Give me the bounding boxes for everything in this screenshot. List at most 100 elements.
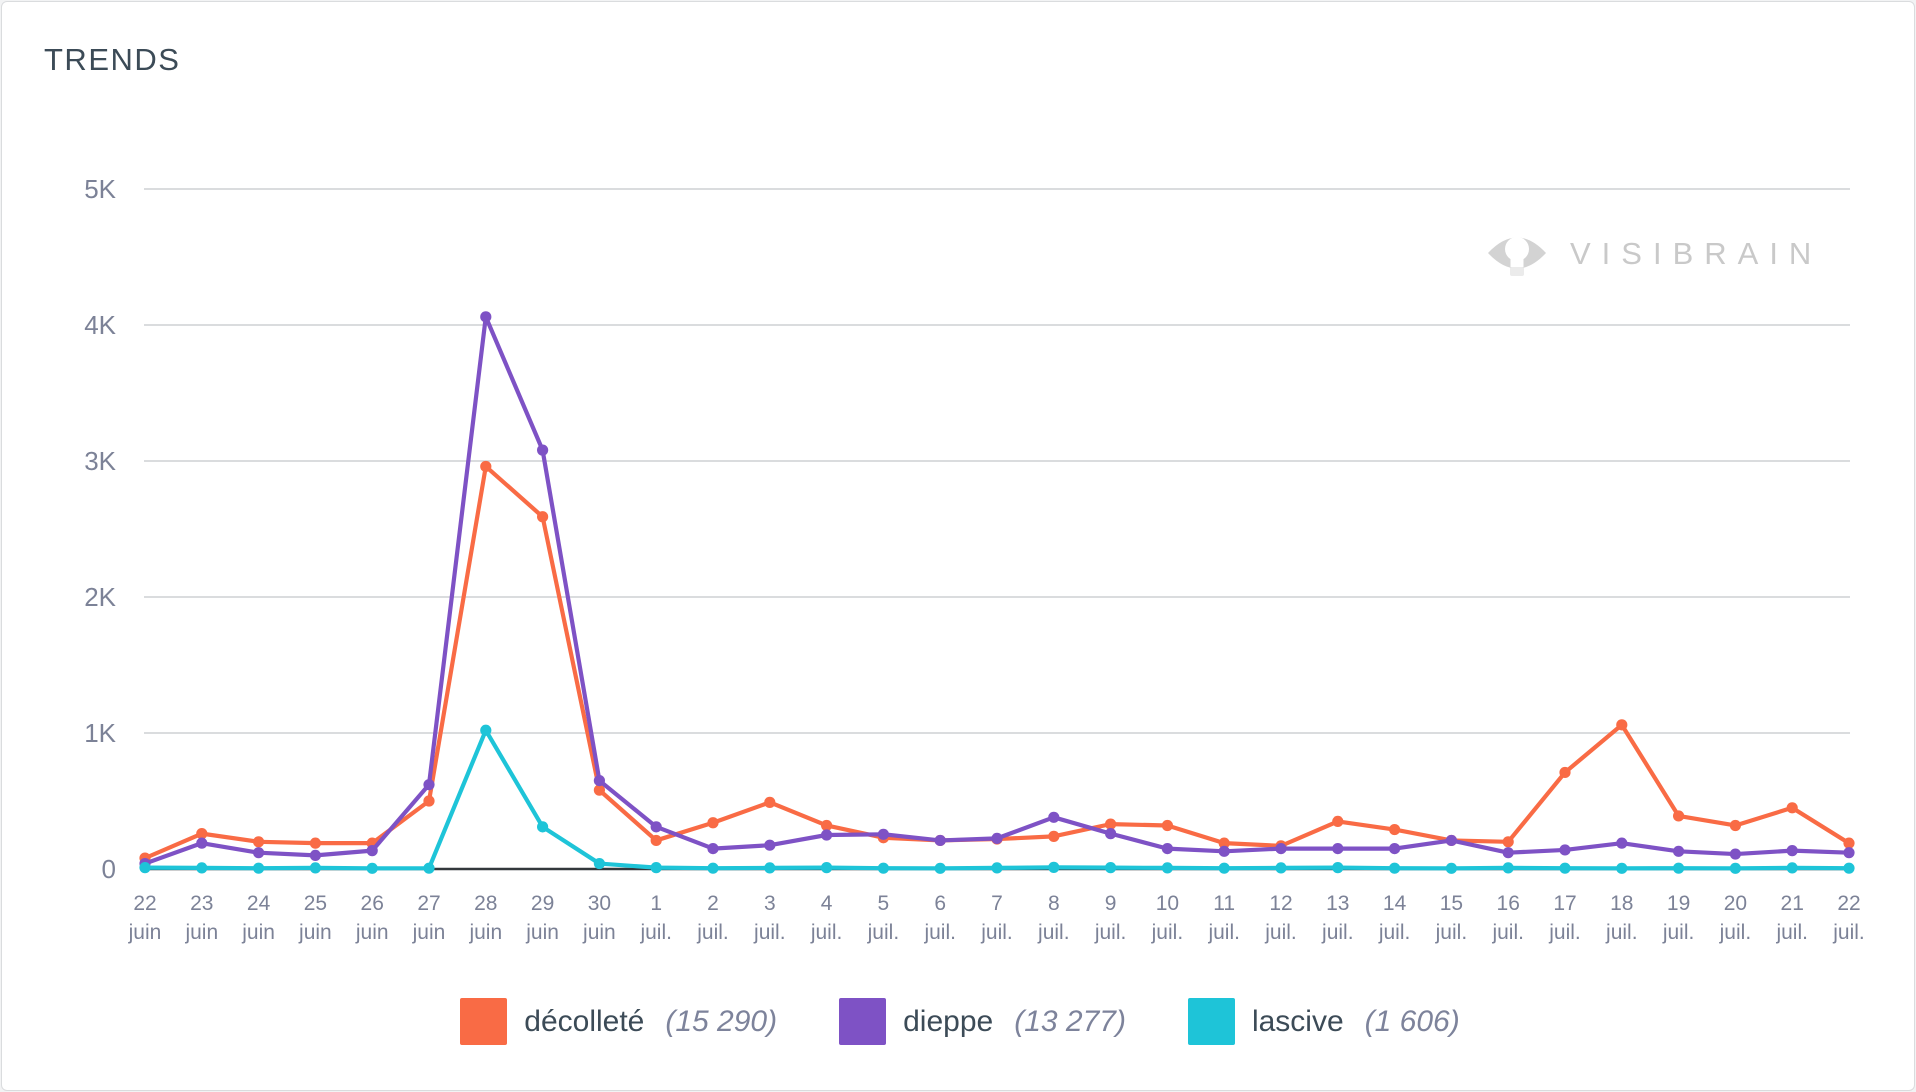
data-point-dieppe bbox=[1843, 847, 1855, 859]
x-tick-day: 9 bbox=[1105, 892, 1117, 915]
x-tick-month: juil. bbox=[1605, 921, 1638, 944]
x-tick-day: 22 bbox=[1837, 892, 1860, 915]
x-tick-month: juin bbox=[582, 921, 616, 944]
x-tick-day: 8 bbox=[1048, 892, 1060, 915]
data-point-décolleté bbox=[1729, 819, 1741, 832]
data-point-dieppe bbox=[253, 847, 265, 859]
data-point-lascive bbox=[707, 862, 719, 874]
data-point-lascive bbox=[1105, 862, 1117, 874]
visibrain-wordmark: VISIBRAIN bbox=[1570, 236, 1823, 271]
x-tick-month: juil. bbox=[810, 921, 843, 944]
legend-count-lascive: (1 606) bbox=[1364, 1004, 1460, 1038]
data-point-dieppe bbox=[1161, 843, 1173, 855]
x-tick-day: 26 bbox=[361, 892, 384, 915]
x-tick-month: juil. bbox=[753, 921, 786, 944]
data-point-lascive bbox=[1332, 862, 1344, 874]
visibrain-eye-icon bbox=[1488, 237, 1546, 276]
data-point-lascive bbox=[821, 862, 833, 874]
data-point-décolleté bbox=[1389, 823, 1401, 836]
data-point-dieppe bbox=[1502, 847, 1514, 859]
data-point-décolleté bbox=[1218, 837, 1230, 849]
x-tick-month: juil. bbox=[1094, 921, 1127, 944]
data-point-décolleté bbox=[480, 460, 492, 473]
data-point-dieppe bbox=[650, 821, 662, 833]
data-point-lascive bbox=[309, 862, 321, 874]
data-point-dieppe bbox=[366, 845, 378, 857]
x-axis-labels: 22juin23juin24juin25juin26juin27juin28ju… bbox=[128, 892, 1865, 944]
legend-swatch-dieppe bbox=[839, 998, 887, 1045]
data-point-lascive bbox=[877, 862, 890, 874]
data-point-décolleté bbox=[1502, 836, 1514, 848]
data-point-dieppe bbox=[934, 834, 946, 847]
data-point-lascive bbox=[480, 724, 492, 736]
legend-swatch-decollete bbox=[460, 998, 508, 1045]
x-tick-month: juin bbox=[412, 921, 446, 944]
x-tick-month: juil. bbox=[1548, 921, 1581, 944]
page-title: TRENDS bbox=[44, 42, 181, 77]
x-tick-month: juil. bbox=[923, 921, 956, 944]
data-point-lascive bbox=[1275, 862, 1287, 874]
legend-item-dieppe[interactable]: dieppe (13 277) bbox=[839, 998, 1126, 1045]
data-point-lascive bbox=[253, 862, 265, 874]
series-lascive bbox=[139, 724, 1855, 874]
data-point-lascive bbox=[1843, 862, 1855, 874]
x-tick-day: 18 bbox=[1610, 892, 1633, 915]
series-line-dieppe bbox=[142, 314, 1852, 866]
data-point-lascive bbox=[934, 862, 946, 874]
x-tick-day: 5 bbox=[878, 892, 890, 915]
x-tick-month: juil. bbox=[1207, 921, 1240, 944]
x-tick-day: 17 bbox=[1553, 892, 1576, 915]
data-point-lascive bbox=[650, 862, 662, 874]
x-tick-day: 7 bbox=[991, 892, 1003, 915]
data-point-décolleté bbox=[1843, 837, 1855, 849]
x-tick-month: juil. bbox=[1775, 921, 1808, 944]
x-tick-day: 14 bbox=[1383, 892, 1407, 915]
visibrain-watermark: VISIBRAIN bbox=[1486, 226, 1822, 282]
legend-item-lascive[interactable]: lascive (1 606) bbox=[1187, 998, 1460, 1045]
x-tick-month: juil. bbox=[1378, 921, 1411, 944]
data-point-dieppe bbox=[1218, 845, 1230, 857]
x-tick-month: juil. bbox=[1151, 921, 1184, 944]
data-point-lascive bbox=[1161, 862, 1173, 874]
data-point-décolleté bbox=[1673, 810, 1685, 822]
x-tick-month: juil. bbox=[696, 921, 729, 944]
x-tick-day: 12 bbox=[1269, 892, 1292, 915]
x-tick-month: juil. bbox=[1264, 921, 1297, 944]
data-point-dieppe bbox=[1275, 843, 1287, 855]
data-point-dieppe bbox=[1673, 845, 1685, 857]
data-point-lascive bbox=[1673, 862, 1685, 874]
data-point-lascive bbox=[991, 862, 1003, 874]
x-tick-month: juil. bbox=[1832, 921, 1865, 944]
x-tick-day: 11 bbox=[1213, 892, 1235, 915]
data-point-dieppe bbox=[1616, 837, 1628, 849]
x-tick-day: 2 bbox=[707, 892, 719, 915]
data-point-décolleté bbox=[1048, 830, 1060, 842]
data-point-dieppe bbox=[309, 849, 321, 862]
series-décolleté bbox=[139, 460, 1855, 864]
x-tick-month: juil. bbox=[1321, 921, 1354, 944]
x-tick-month: juil. bbox=[1491, 921, 1524, 944]
y-tick-2K: 2K bbox=[84, 582, 116, 612]
x-tick-month: juin bbox=[468, 921, 502, 944]
legend-count-dieppe: (13 277) bbox=[1014, 1004, 1126, 1038]
data-point-décolleté bbox=[1616, 719, 1628, 731]
data-point-lascive bbox=[593, 857, 606, 870]
x-tick-day: 3 bbox=[764, 892, 776, 915]
x-tick-day: 1 bbox=[650, 892, 662, 915]
x-tick-day: 21 bbox=[1781, 892, 1804, 915]
x-tick-month: juil. bbox=[1662, 921, 1695, 944]
legend-label-lascive: lascive bbox=[1251, 1004, 1344, 1038]
x-tick-day: 19 bbox=[1667, 892, 1690, 915]
y-tick-1K: 1K bbox=[84, 718, 116, 748]
legend-item-decollete[interactable]: décolleté (15 290) bbox=[460, 998, 777, 1045]
data-point-lascive bbox=[196, 862, 208, 874]
x-tick-month: juil. bbox=[639, 921, 672, 944]
x-tick-month: juin bbox=[525, 921, 559, 944]
x-tick-month: juin bbox=[355, 921, 389, 944]
x-tick-day: 16 bbox=[1497, 892, 1520, 915]
data-point-lascive bbox=[1559, 862, 1571, 874]
x-tick-month: juil. bbox=[1719, 921, 1752, 944]
data-point-décolleté bbox=[253, 836, 265, 848]
